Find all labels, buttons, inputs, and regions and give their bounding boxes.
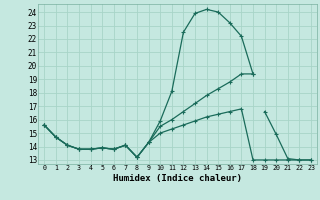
- X-axis label: Humidex (Indice chaleur): Humidex (Indice chaleur): [113, 174, 242, 183]
